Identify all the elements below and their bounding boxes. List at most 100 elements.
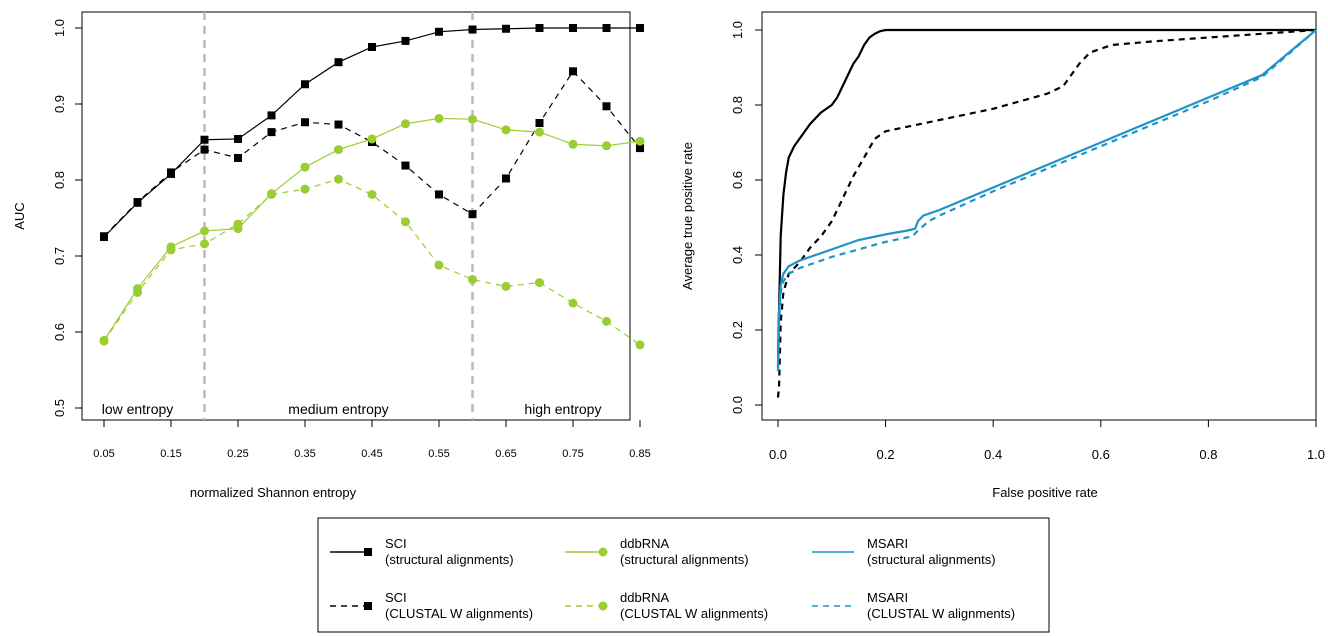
data-point-circle — [602, 141, 611, 151]
legend-entry: SCI(structural alignments) — [330, 536, 514, 567]
left-x-tick-label: 0.75 — [562, 448, 583, 460]
data-point-square — [569, 24, 577, 32]
data-point-circle — [468, 114, 477, 124]
data-point-square — [435, 190, 443, 199]
data-point-square — [267, 111, 276, 120]
data-point-circle — [300, 162, 310, 172]
data-point-square — [602, 24, 611, 32]
left-x-tick-label: 0.15 — [160, 448, 181, 460]
data-point-circle — [434, 113, 444, 123]
series-line — [103, 27, 640, 238]
legend-entry: ddbRNA(structural alignments) — [565, 536, 749, 567]
right-x-tick-label: 0.2 — [877, 447, 895, 462]
data-point-square — [100, 232, 108, 241]
data-point-circle — [401, 217, 410, 227]
data-point-circle — [635, 340, 645, 350]
region-label: medium entropy — [288, 401, 388, 417]
legend-marker-circle — [598, 547, 608, 557]
data-point-square — [334, 120, 343, 129]
legend-subtitle: (CLUSTAL W alignments) — [867, 606, 1015, 621]
data-point-circle — [334, 145, 343, 155]
data-point-square — [200, 145, 209, 154]
roc-curve-0 — [776, 28, 1316, 368]
right-axes: 0.0 0.2 0.4 0.6 0.8 1.0 0.0 0.2 0.4 0.6 0.8 1.0 — [730, 21, 1325, 462]
right-y-tick-label: 0.6 — [730, 171, 745, 189]
data-point-circle — [434, 260, 444, 270]
data-point-square — [200, 135, 209, 144]
right-y-tick-label: 0.0 — [730, 396, 745, 414]
data-point-square — [401, 161, 410, 170]
data-point-square — [267, 128, 276, 137]
data-point-square — [535, 119, 544, 127]
series-line — [103, 178, 641, 346]
auc-entropy-chart: 0.5 0.6 0.7 0.8 0.9 1.0 0.05 0.15 0.25 0.35 0.45 0.… — [12, 11, 651, 500]
series-line — [103, 70, 641, 237]
legend-marker-circle — [598, 601, 608, 611]
data-point-circle — [501, 125, 511, 135]
data-point-square — [636, 144, 644, 153]
roc-curve-3 — [776, 29, 1317, 372]
legend-box — [317, 517, 1050, 633]
right-y-tick-label: 1.0 — [730, 21, 745, 39]
right-x-tick-label: 0.4 — [984, 447, 1002, 462]
data-point-square — [502, 174, 510, 183]
legend-subtitle: (structural alignments) — [385, 552, 514, 567]
legend-title: ddbRNA — [620, 590, 669, 605]
left-series-2 — [99, 113, 645, 345]
data-point-circle — [367, 189, 377, 199]
data-point-circle — [233, 219, 243, 229]
legend-entry: MSARI(structural alignments) — [812, 536, 996, 567]
data-point-circle — [568, 139, 578, 149]
left-plot-frame — [81, 11, 631, 421]
legend-marker-square — [364, 548, 372, 556]
data-point-circle — [200, 226, 209, 236]
data-point-circle — [535, 278, 544, 288]
region-label: low entropy — [102, 401, 174, 417]
entropy-dividers — [203, 12, 474, 420]
data-point-circle — [635, 136, 645, 146]
data-point-circle — [300, 184, 310, 194]
data-point-circle — [535, 127, 544, 137]
data-point-circle — [200, 239, 209, 249]
data-point-square — [234, 134, 242, 143]
left-series-0 — [100, 24, 644, 241]
left-x-tick-label: 0.85 — [629, 448, 650, 460]
data-point-square — [468, 25, 477, 34]
left-y-tick-label: 0.7 — [52, 247, 67, 265]
left-series-3 — [99, 174, 645, 350]
legend-subtitle: (structural alignments) — [620, 552, 749, 567]
legend-subtitle: (CLUSTAL W alignments) — [620, 606, 768, 621]
left-y-tick-label: 0.8 — [52, 171, 67, 189]
right-y-tick-label: 0.8 — [730, 96, 745, 114]
data-point-square — [167, 168, 175, 177]
data-point-circle — [568, 298, 578, 308]
left-series-1 — [100, 67, 644, 241]
right-x-tick-label: 0.6 — [1092, 447, 1110, 462]
right-x-tick-label: 1.0 — [1307, 447, 1325, 462]
right-y-tick-label: 0.4 — [730, 246, 745, 264]
legend-title: MSARI — [867, 536, 908, 551]
left-x-tick-label: 0.65 — [495, 448, 516, 460]
data-point-circle — [267, 189, 276, 199]
data-point-square — [401, 36, 410, 45]
right-series-layer — [776, 28, 1317, 398]
region-label: high entropy — [524, 401, 601, 417]
data-point-circle — [99, 336, 109, 346]
legend-entry: SCI(CLUSTAL W alignments) — [330, 590, 533, 621]
legend-marker-square — [364, 602, 372, 610]
left-y-tick-label: 0.6 — [52, 323, 67, 341]
data-point-square — [301, 118, 309, 127]
legend: SCI(structural alignments)ddbRNA(structu… — [317, 517, 1050, 633]
legend-entry: ddbRNA(CLUSTAL W alignments) — [565, 590, 768, 621]
right-y-axis-title: Average true positive rate — [680, 142, 695, 290]
data-point-circle — [468, 275, 477, 285]
roc-curve-2 — [776, 29, 1317, 368]
data-point-square — [636, 24, 644, 32]
left-x-tick-label: 0.55 — [428, 448, 449, 460]
data-point-square — [435, 27, 443, 36]
legend-title: ddbRNA — [620, 536, 669, 551]
data-point-square — [133, 198, 142, 207]
data-point-circle — [501, 281, 511, 291]
right-y-tick-label: 0.2 — [730, 321, 745, 339]
